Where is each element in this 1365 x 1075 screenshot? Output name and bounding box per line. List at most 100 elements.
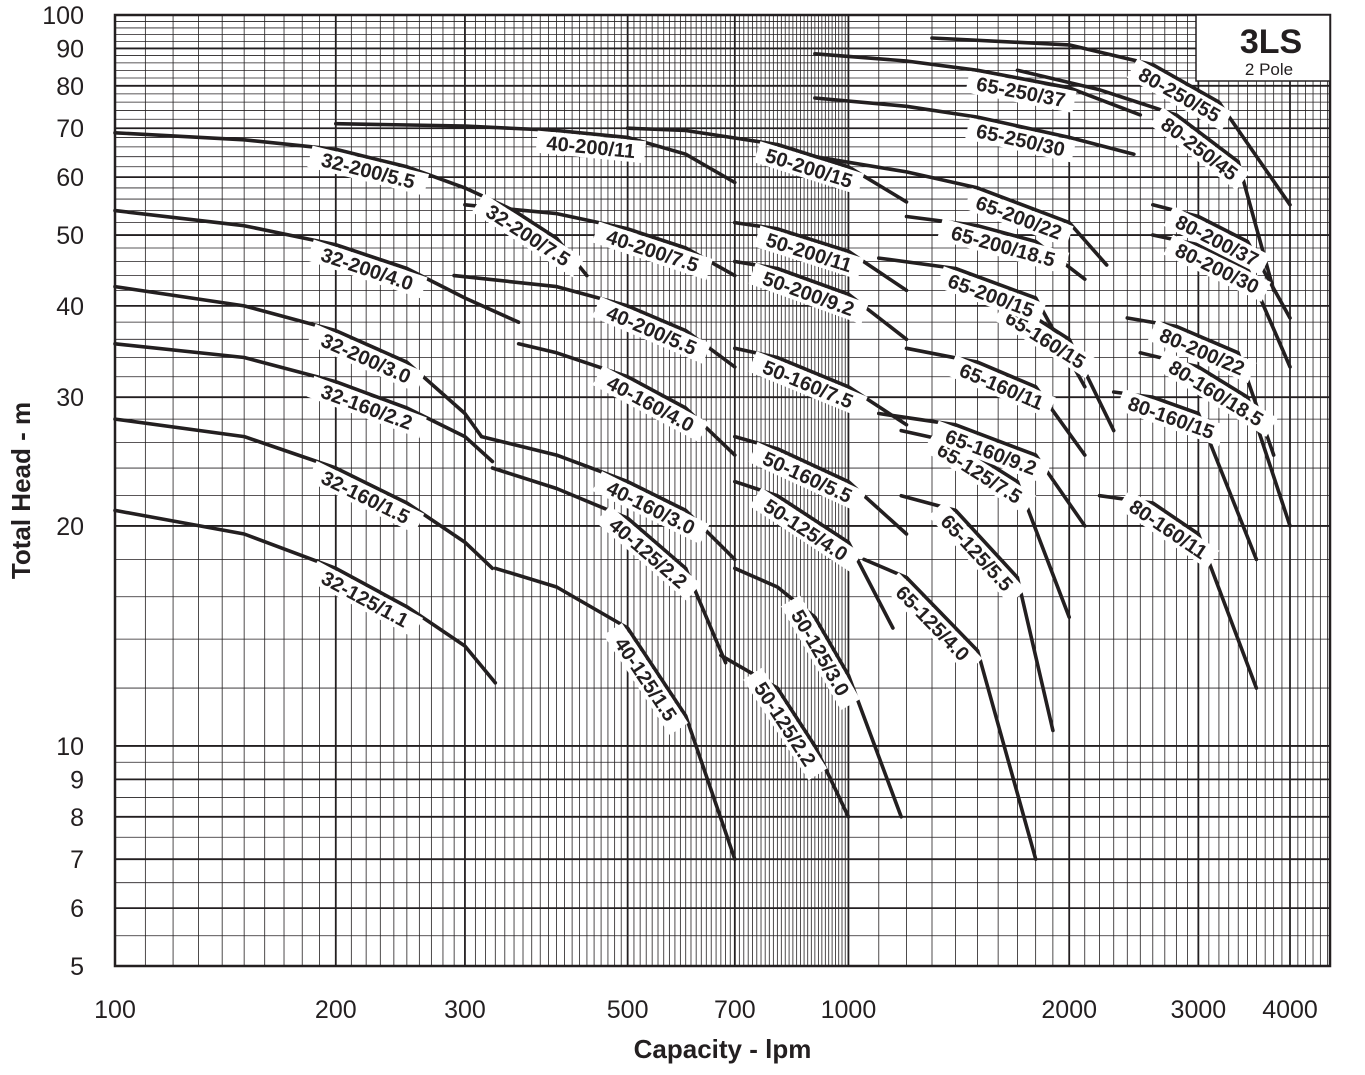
y-tick-label: 50 <box>56 222 84 250</box>
curve-label-group: 32-125/1.1 <box>307 560 424 638</box>
y-axis-title: Total Head - m <box>6 402 36 579</box>
pump-curve-50-160/5.5 <box>733 434 909 536</box>
pump-curve-32-160/1.5 <box>113 417 495 571</box>
curve-label-bg <box>307 560 424 638</box>
y-tick-label: 5 <box>70 953 84 981</box>
curve-label: 50-200/15 <box>762 145 855 193</box>
x-tick-label: 4000 <box>1262 996 1318 1024</box>
curve-label-bg <box>471 193 585 278</box>
y-tick-label: 30 <box>56 384 84 412</box>
curve-label-bg <box>592 365 709 442</box>
pump-curve-65-125/5.5 <box>899 493 1055 733</box>
y-tick-label: 70 <box>56 115 84 143</box>
curve-label-bg <box>603 622 689 736</box>
x-tick-label: 100 <box>94 996 136 1024</box>
curve-label-bg <box>753 225 865 280</box>
x-tick-label: 200 <box>315 996 357 1024</box>
curve-label: 40-125/1.5 <box>609 634 680 726</box>
x-tick-label: 3000 <box>1171 996 1227 1024</box>
curve-label-bg <box>780 595 861 711</box>
pump-curve-65-200/22 <box>813 154 1109 267</box>
pump-curve-80-250/55 <box>930 36 1292 207</box>
y-tick-label: 100 <box>42 2 84 30</box>
curve-label-bg <box>307 145 430 196</box>
y-tick-label: 10 <box>56 733 84 761</box>
pump-curve-32-125/1.1 <box>113 508 498 685</box>
pump-curve-32-200/4.0 <box>113 208 521 324</box>
pump-curve-80-250/45 <box>1015 68 1276 293</box>
curve-label: 50-125/2.2 <box>749 679 820 771</box>
chart-title: 3LS <box>1240 23 1302 61</box>
pump-curve-50-200/15 <box>625 126 909 204</box>
y-tick-label: 40 <box>56 293 84 321</box>
curve-label-bg <box>753 141 865 195</box>
curve-label-group: 65-160/11 <box>947 355 1056 418</box>
curve-label: 65-125/5.5 <box>936 511 1017 596</box>
y-tick-label: 80 <box>56 73 84 101</box>
pump-curve-40-200/11 <box>334 121 737 185</box>
curve-label-group: 40-200/11 <box>535 130 647 164</box>
x-tick-label: 1000 <box>821 996 877 1024</box>
pump-curve-65-160/11 <box>904 346 1087 457</box>
curve-label: 50-125/3.0 <box>786 606 853 700</box>
curve-label-bg <box>928 501 1026 605</box>
pump-curve-50-125/2.2 <box>719 653 851 819</box>
curve-label-bg <box>930 420 1052 484</box>
x-tick-label: 300 <box>444 996 486 1024</box>
x-axis-title: Capacity - lpm <box>634 1034 812 1064</box>
curve-label: 65-200/15 <box>945 270 1037 322</box>
pump-curve-40-125/2.2 <box>490 466 728 665</box>
chart-subtitle: 2 Pole <box>1245 60 1293 79</box>
chart-badge: 3LS 2 Pole <box>1195 14 1331 82</box>
curve-label-bg <box>748 441 867 513</box>
plot-frame <box>113 13 1332 968</box>
pump-curve-40-125/1.5 <box>493 566 737 861</box>
curve-label-bg <box>882 572 983 674</box>
x-tick-label: 500 <box>607 996 649 1024</box>
curve-label-bg <box>1163 206 1271 276</box>
y-tick-label: 90 <box>56 35 84 63</box>
y-tick-label: 8 <box>70 804 84 832</box>
curve-label-bg <box>965 117 1077 163</box>
pump-curve-32-160/2.2 <box>113 342 495 464</box>
pump-curve-50-125/4.0 <box>733 479 895 630</box>
curve-label-bg <box>1154 349 1278 437</box>
pump-curve-65-250/30 <box>813 96 1136 156</box>
curve-label: 80-160/15 <box>1125 393 1217 444</box>
y-tick-labels: 5 6 7 8 9 10 20 30 40 50 60 70 80 90 100 <box>42 2 84 981</box>
x-tick-labels: 100 200 300 500 700 1000 2000 3000 4000 <box>94 996 1318 1024</box>
curve-label-bg <box>1116 388 1227 447</box>
pump-curve-50-125/3.0 <box>733 566 903 819</box>
curve-label-group: 40-125/1.5 <box>603 622 689 736</box>
x-tick-label: 700 <box>714 996 756 1024</box>
curve-label-bg <box>1163 234 1272 302</box>
curve-label-bg <box>592 296 712 364</box>
curve-label-bg <box>748 262 869 325</box>
curve-label-bg <box>306 375 427 439</box>
curve-label-bg <box>1117 489 1220 569</box>
curve-label-bg <box>965 70 1077 113</box>
curve-label-group: 40-200/5.5 <box>592 296 712 364</box>
curve-label-group: 80-160/11 <box>1117 489 1220 569</box>
y-tick-label: 20 <box>56 513 84 541</box>
curve-label-group: 32-200/5.5 <box>307 145 430 196</box>
y-tick-label: 60 <box>56 164 84 192</box>
y-tick-label: 7 <box>70 846 84 874</box>
pump-curve-32-200/3.0 <box>113 284 484 439</box>
curve-label-bg <box>947 355 1056 418</box>
curve-label: 32-200/4.0 <box>318 244 416 295</box>
curve-label-bg <box>1126 58 1233 132</box>
curve-label-bg <box>937 218 1070 274</box>
curve-label-bg <box>922 431 1037 515</box>
pump-curve-65-160/9.2 <box>877 411 1087 528</box>
badge-box <box>1195 14 1331 82</box>
pump-curve-50-200/11 <box>733 220 909 293</box>
curve-label-bg <box>993 301 1098 379</box>
curve-label-bg <box>535 130 647 164</box>
curve-label-bg <box>964 187 1074 247</box>
curve-label-bg <box>306 460 425 534</box>
y-tick-label: 6 <box>70 895 84 923</box>
pump-curve-65-125/4.0 <box>862 557 1038 861</box>
